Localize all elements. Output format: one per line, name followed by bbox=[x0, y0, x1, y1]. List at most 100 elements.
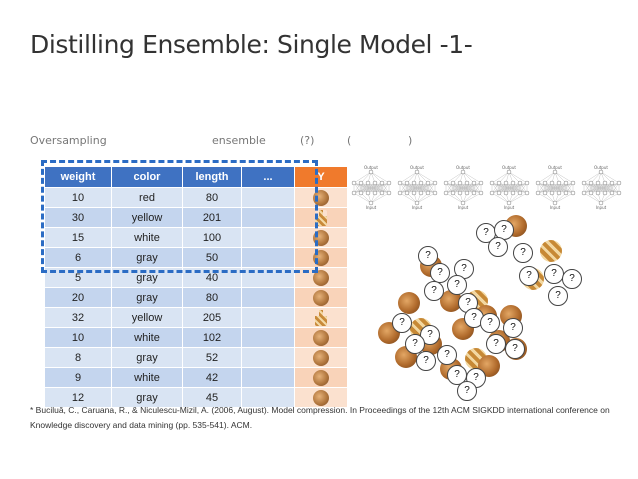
dashed-selection-box bbox=[41, 160, 318, 273]
table-body: 10 red 80 30 yellow 201 15 white 100 6 gray 50 5 gray… bbox=[44, 187, 348, 408]
header-y: Y bbox=[294, 166, 348, 188]
cell-length: 102 bbox=[182, 327, 242, 348]
question-mark-bubble: ? bbox=[447, 275, 467, 295]
network-output-label: Output bbox=[548, 165, 562, 170]
cell-ellipsis bbox=[241, 387, 295, 408]
network-input-label: Input bbox=[550, 205, 561, 210]
cell-weight: 10 bbox=[44, 187, 112, 208]
cell-color: white bbox=[111, 367, 183, 388]
cell-ellipsis bbox=[241, 227, 295, 248]
dog-icon bbox=[313, 329, 329, 346]
cell-ellipsis bbox=[241, 367, 295, 388]
network-input-label: Input bbox=[366, 205, 377, 210]
cell-y bbox=[294, 247, 348, 268]
cell-weight: 6 bbox=[44, 247, 112, 268]
cell-color: red bbox=[111, 187, 183, 208]
question-mark-bubble: ? bbox=[457, 381, 477, 401]
question-mark-bubble: ? bbox=[562, 269, 582, 289]
cell-ellipsis bbox=[241, 347, 295, 368]
table-row: 10 red 80 bbox=[44, 187, 348, 208]
cell-color: yellow bbox=[111, 307, 183, 328]
header-ellipsis: ... bbox=[241, 166, 295, 188]
dog-photo bbox=[440, 290, 462, 312]
neural-network-icon: Output Input bbox=[351, 165, 392, 210]
question-mark-bubble: ? bbox=[454, 259, 474, 279]
giraffe-icon bbox=[315, 209, 327, 226]
table-row: 12 gray 45 bbox=[44, 387, 348, 408]
giraffe-icon bbox=[315, 309, 327, 326]
table-row: 30 yellow 201 bbox=[44, 207, 348, 228]
cell-color: yellow bbox=[111, 207, 183, 228]
cell-ellipsis bbox=[241, 307, 295, 328]
header-length: length bbox=[182, 166, 242, 188]
network-output-label: Output bbox=[410, 165, 424, 170]
cell-weight: 10 bbox=[44, 327, 112, 348]
cell-weight: 9 bbox=[44, 367, 112, 388]
cell-ellipsis bbox=[241, 287, 295, 308]
table-row: 20 gray 80 bbox=[44, 287, 348, 308]
network-output-label: Output bbox=[364, 165, 378, 170]
table-row: 15 white 100 bbox=[44, 227, 348, 248]
question-mark-bubble: ? bbox=[519, 266, 539, 286]
cell-ellipsis bbox=[241, 327, 295, 348]
neural-network-icon: Output Input bbox=[397, 165, 438, 210]
neural-network-icon: Output Input bbox=[443, 165, 484, 210]
cell-y bbox=[294, 287, 348, 308]
subtitle-question: (?) bbox=[300, 134, 315, 147]
dog-icon bbox=[313, 389, 329, 406]
question-mark-bubble: ? bbox=[416, 351, 436, 371]
dog-icon bbox=[313, 349, 329, 366]
question-mark-bubble: ? bbox=[544, 264, 564, 284]
question-mark-bubble: ? bbox=[420, 325, 440, 345]
neural-network-icon: Output Input bbox=[535, 165, 576, 210]
table-row: 32 yellow 205 bbox=[44, 307, 348, 328]
question-mark-bubble: ? bbox=[548, 286, 568, 306]
network-output-label: Output bbox=[502, 165, 516, 170]
subtitle-paren-open: ( bbox=[347, 134, 352, 147]
giraffe-photo bbox=[540, 240, 562, 262]
reference-citation: * Buciluǎ, C., Caruana, R., & Niculescu-… bbox=[30, 405, 610, 430]
cell-length: 42 bbox=[182, 367, 242, 388]
question-mark-bubble: ? bbox=[505, 339, 525, 359]
cell-y bbox=[294, 347, 348, 368]
cell-y bbox=[294, 387, 348, 408]
network-input-label: Input bbox=[458, 205, 469, 210]
cell-length: 80 bbox=[182, 187, 242, 208]
cell-y bbox=[294, 307, 348, 328]
question-mark-bubble: ? bbox=[424, 281, 444, 301]
cell-color: gray bbox=[111, 387, 183, 408]
cell-y bbox=[294, 367, 348, 388]
neural-network-icon: Output Input bbox=[489, 165, 530, 210]
question-mark-bubble: ? bbox=[480, 313, 500, 333]
table-row: 10 white 102 bbox=[44, 327, 348, 348]
cell-weight: 15 bbox=[44, 227, 112, 248]
table-row: 8 gray 52 bbox=[44, 347, 348, 368]
cell-color: white bbox=[111, 327, 183, 348]
cell-ellipsis bbox=[241, 207, 295, 228]
question-mark-bubble: ? bbox=[437, 345, 457, 365]
subtitle-paren-close: ) bbox=[408, 134, 413, 147]
cell-length: 80 bbox=[182, 287, 242, 308]
cell-color: gray bbox=[111, 347, 183, 368]
question-mark-bubble: ? bbox=[418, 246, 438, 266]
cell-length: 201 bbox=[182, 207, 242, 228]
question-mark-bubble: ? bbox=[488, 237, 508, 257]
data-table: weight color length ... Y 10 red 80 30 yello… bbox=[44, 166, 348, 408]
table-header-row: weight color length ... Y bbox=[44, 166, 348, 188]
cell-ellipsis bbox=[241, 247, 295, 268]
cell-weight: 8 bbox=[44, 347, 112, 368]
slide-title: Distilling Ensemble: Single Model -1- bbox=[30, 30, 473, 59]
cell-weight: 32 bbox=[44, 307, 112, 328]
cell-length: 52 bbox=[182, 347, 242, 368]
subtitle-oversampling: Oversampling bbox=[30, 134, 107, 147]
table-row: 9 white 42 bbox=[44, 367, 348, 388]
cell-length: 45 bbox=[182, 387, 242, 408]
network-input-label: Input bbox=[504, 205, 515, 210]
header-weight: weight bbox=[44, 166, 112, 188]
dog-icon bbox=[313, 289, 329, 306]
cell-color: gray bbox=[111, 287, 183, 308]
cell-weight: 20 bbox=[44, 287, 112, 308]
network-input-label: Input bbox=[412, 205, 423, 210]
dog-icon bbox=[313, 269, 329, 286]
cell-weight: 12 bbox=[44, 387, 112, 408]
